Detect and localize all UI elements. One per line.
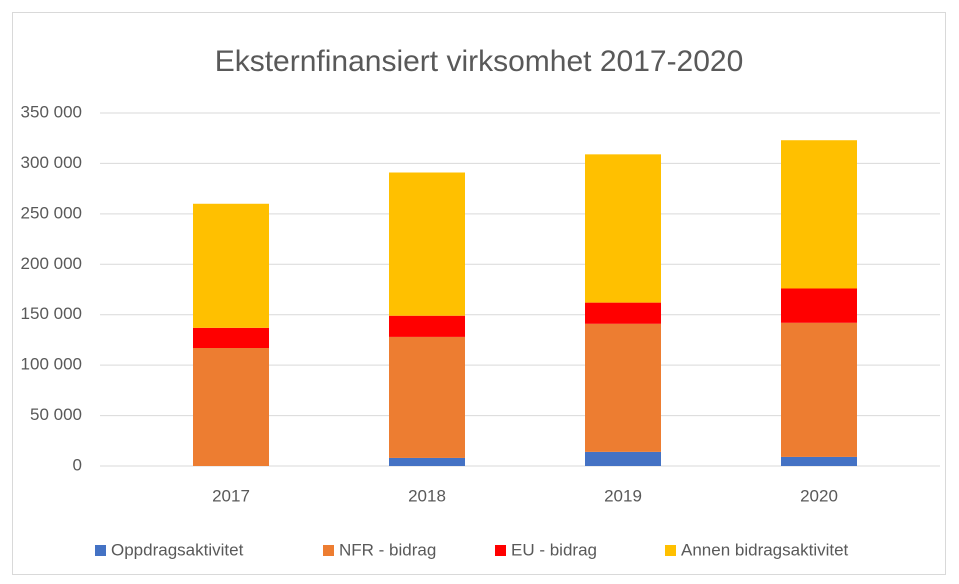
y-tick-label: 50 000 — [30, 405, 82, 424]
bar-segment — [389, 457, 465, 466]
bar-segment — [585, 323, 661, 452]
bar-segment — [389, 172, 465, 316]
x-tick-label: 2017 — [212, 486, 250, 505]
legend-swatch — [495, 545, 506, 556]
legend-label: Annen bidragsaktivitet — [681, 540, 849, 559]
legend-label: Oppdragsaktivitet — [111, 540, 244, 559]
bar-segment — [781, 288, 857, 323]
y-tick-label: 300 000 — [21, 153, 82, 172]
x-tick-label: 2019 — [604, 486, 642, 505]
legend-swatch — [665, 545, 676, 556]
legend-swatch — [95, 545, 106, 556]
y-tick-label: 350 000 — [21, 102, 82, 121]
bar-segment — [781, 140, 857, 289]
chart-title: Eksternfinansiert virksomhet 2017-2020 — [215, 45, 744, 78]
bar-segment — [585, 451, 661, 466]
legend-label: EU - bidrag — [511, 540, 597, 559]
y-tick-label: 0 — [73, 455, 82, 474]
bar-segment — [585, 154, 661, 303]
bar-segment — [193, 347, 269, 466]
y-tick-label: 250 000 — [21, 203, 82, 222]
y-tick-label: 200 000 — [21, 254, 82, 273]
bar-segment — [193, 327, 269, 348]
y-tick-label: 100 000 — [21, 355, 82, 374]
x-tick-label: 2020 — [800, 486, 838, 505]
bar-segment — [781, 322, 857, 457]
bar-segment — [389, 315, 465, 337]
y-tick-label: 150 000 — [21, 304, 82, 323]
legend-swatch — [323, 545, 334, 556]
bar-segment — [389, 336, 465, 458]
bar-segment — [585, 302, 661, 324]
bar-segment — [193, 203, 269, 328]
bar-segment — [781, 456, 857, 466]
legend-label: NFR - bidrag — [339, 540, 436, 559]
x-tick-label: 2018 — [408, 486, 446, 505]
